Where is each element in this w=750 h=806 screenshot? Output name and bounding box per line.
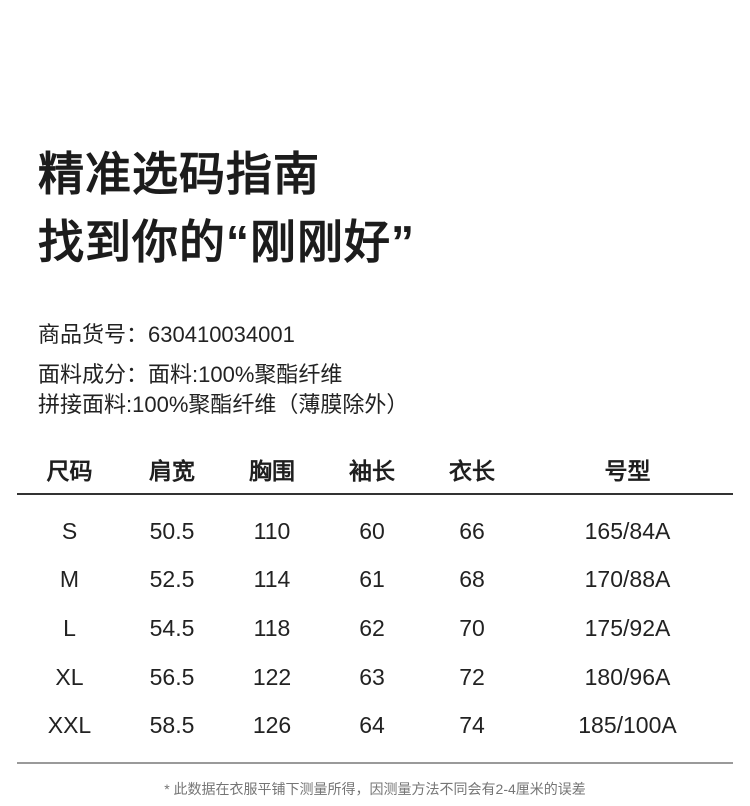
col-header-length: 衣长 (449, 457, 495, 484)
cell-shoulder: 52.5 (149, 566, 195, 593)
cell-spec: 165/84A (584, 517, 671, 544)
cell-length: 70 (459, 614, 485, 641)
size-table-body: S 50.5 110 60 66 165/84A M 52.5 114 61 6… (17, 495, 733, 764)
cell-spec: 175/92A (584, 614, 671, 641)
fabric-label: 面料成分： (38, 362, 149, 387)
cell-spec: 185/100A (578, 712, 677, 739)
col-header-chest: 胸围 (249, 457, 295, 484)
fabric-value: 面料:100%聚酯纤维 (148, 362, 343, 387)
col-header-spec: 号型 (604, 457, 651, 484)
cell-shoulder: 54.5 (149, 614, 195, 641)
fabric-info: 面料成分：面料:100%聚酯纤维 拼接面料:100%聚酯纤维（薄膜除外） (38, 360, 408, 419)
cell-shoulder: 50.5 (149, 517, 195, 544)
cell-chest: 118 (253, 614, 291, 641)
size-table: 尺码 肩宽 胸围 袖长 衣长 号型 S 50.5 110 60 66 165/8… (17, 444, 733, 764)
cell-size: L (63, 614, 76, 641)
fabric-line-2: 拼接面料:100%聚酯纤维（薄膜除外） (38, 391, 409, 417)
cell-length: 72 (459, 663, 485, 690)
cell-sleeve: 62 (359, 614, 385, 641)
cell-chest: 126 (252, 712, 292, 739)
cell-length: 74 (459, 712, 485, 739)
col-header-sleeve: 袖长 (349, 457, 395, 484)
cell-size: S (61, 517, 78, 544)
fabric-line-1: 面料成分：面料:100%聚酯纤维 (38, 360, 408, 390)
title-line-2: 找到你的“刚刚好” (38, 216, 415, 268)
cell-size: XL (55, 663, 84, 690)
cell-sleeve: 61 (359, 566, 385, 593)
sku-value: 630410034001 (148, 322, 295, 347)
title-line-1: 精准选码指南 (38, 148, 320, 200)
table-row-s: S 50.5 110 60 66 165/84A (17, 507, 733, 556)
col-header-shoulder: 肩宽 (149, 457, 195, 484)
cell-shoulder: 56.5 (149, 663, 195, 690)
size-table-header: 尺码 肩宽 胸围 袖长 衣长 号型 (17, 444, 733, 495)
cell-chest: 114 (253, 566, 291, 593)
product-sku-row: 商品货号：630410034001 (38, 320, 295, 350)
cell-length: 68 (459, 566, 485, 593)
table-row-l: L 54.5 118 62 70 175/92A (17, 604, 733, 653)
cell-size: XXL (47, 712, 92, 739)
cell-sleeve: 63 (359, 663, 385, 690)
cell-chest: 110 (253, 517, 291, 544)
col-header-size: 尺码 (46, 457, 93, 484)
cell-shoulder: 58.5 (149, 712, 195, 739)
cell-spec: 180/96A (584, 663, 671, 690)
table-row-xl: XL 56.5 122 63 72 180/96A (17, 653, 733, 702)
page-title: 精准选码指南 找到你的“刚刚好” (38, 140, 415, 276)
sku-label: 商品货号： (38, 322, 149, 347)
table-row-xxl: XXL 58.5 126 64 74 185/100A (17, 701, 733, 750)
cell-sleeve: 60 (359, 517, 385, 544)
measurement-note: * 此数据在衣服平铺下测量所得，因测量方法不同会有2-4厘米的误差 (164, 781, 586, 797)
cell-chest: 122 (252, 663, 292, 690)
cell-length: 66 (459, 517, 485, 544)
cell-sleeve: 64 (359, 712, 385, 739)
cell-size: M (59, 566, 80, 593)
table-row-m: M 52.5 114 61 68 170/88A (17, 556, 733, 605)
cell-spec: 170/88A (584, 566, 671, 593)
